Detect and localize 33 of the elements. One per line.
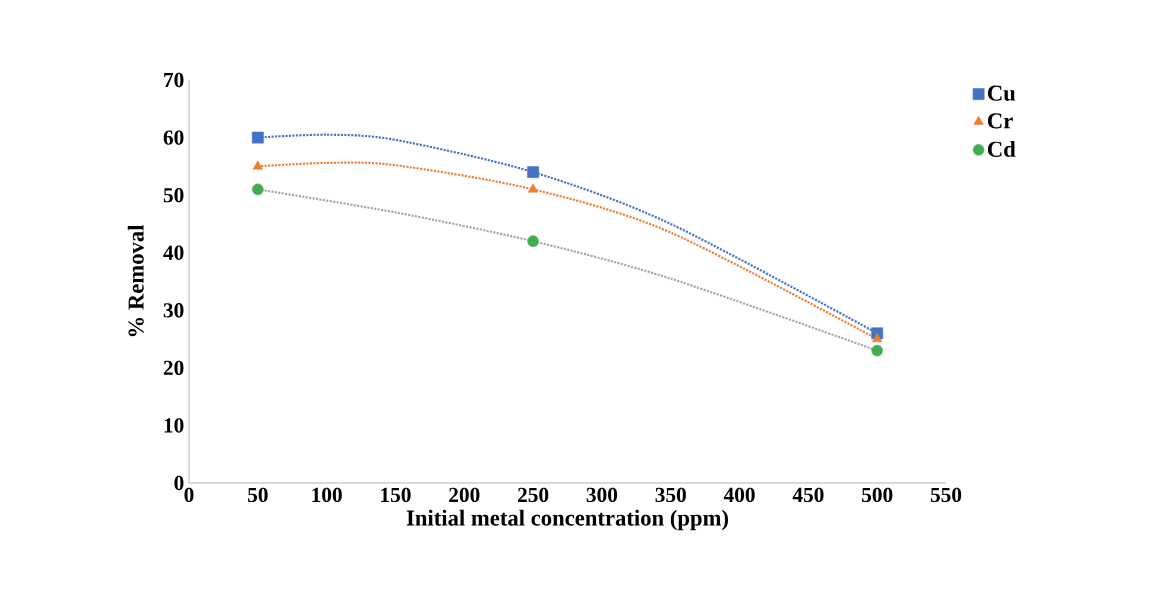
x-tick-label: 450 [792, 487, 824, 503]
point [252, 160, 263, 170]
x-tick-label: 350 [655, 487, 686, 503]
legend-label: Cd [987, 140, 1016, 157]
x-tick-label: 50 [248, 487, 268, 503]
x-tick-label: 550 [930, 487, 962, 503]
x-tick-label: 250 [517, 487, 549, 503]
point [527, 235, 539, 248]
point [527, 166, 539, 178]
y-axis-title: % Removal [127, 224, 144, 337]
y-tick-label: 20 [163, 360, 184, 376]
y-tick-label: 60 [163, 130, 184, 145]
y-tick-label: 40 [163, 245, 184, 260]
x-tick-label: 0 [184, 487, 194, 503]
y-tick-label: 30 [163, 303, 184, 318]
x-tick-label: 500 [862, 487, 893, 503]
legend-label: Cr [987, 113, 1013, 129]
point [251, 131, 264, 144]
legend-label: Cu [987, 85, 1016, 101]
y-tick-label: 50 [163, 187, 184, 203]
point [251, 183, 264, 196]
point [527, 183, 539, 193]
x-tick-label: 100 [312, 487, 342, 503]
x-tick-label: 400 [723, 487, 755, 503]
x-tick-label: 200 [449, 487, 480, 503]
x-tick-label: 300 [586, 487, 618, 503]
x-axis-title: Initial metal concentration (ppm) [406, 509, 728, 531]
y-tick-label: 10 [164, 418, 184, 433]
x-tick-label: 150 [381, 487, 411, 503]
point [872, 333, 883, 343]
point [871, 344, 884, 357]
y-tick-label: 0 [174, 475, 184, 491]
y-tick-label: 70 [164, 72, 184, 88]
